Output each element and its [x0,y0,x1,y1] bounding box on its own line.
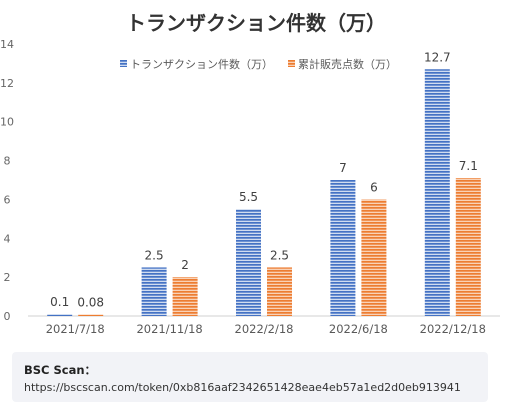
bar-sales [361,199,387,316]
bar-sales [455,178,481,316]
y-tick-label: 0 [4,310,11,323]
y-tick-label: 8 [4,155,11,168]
data-label-sales: 6 [370,180,378,194]
chart-title: トランザクション件数（万） [126,11,386,35]
bar-sales [267,267,292,316]
data-label-sales: 0.08 [77,295,104,309]
y-tick-label: 12 [0,77,14,90]
y-tick-label: 4 [4,232,11,245]
y-tick-label: 10 [0,116,14,129]
data-label-sales: 2 [181,258,189,272]
x-category-label: 2022/12/18 [420,322,486,336]
x-category-label: 2022/6/18 [329,322,388,336]
y-tick-label: 2 [4,271,11,284]
y-tick-label: 6 [4,193,11,206]
data-label-transactions: 12.7 [424,50,451,64]
data-label-transactions: 5.5 [239,190,258,204]
bar-transactions [141,267,167,316]
y-tick-label: 14 [0,38,14,51]
x-category-label: 2021/11/18 [136,322,202,336]
source-box: BSC Scan： https://bscscan.com/token/0xb8… [12,352,488,402]
bar-transactions [424,69,450,316]
legend-label-sales: 累計販売点数（万） [298,57,397,71]
data-label-transactions: 2.5 [145,248,164,262]
source-title: BSC Scan： [24,363,97,377]
chart: トランザクション件数（万） 0 2 4 6 8 10 12 14 0.1 0.08 2.5 2 5.5… [0,11,500,336]
source-url[interactable]: https://bscscan.com/token/0xb816aaf23426… [24,381,461,394]
bar-transactions [330,180,356,316]
bar-sales [78,314,104,316]
data-label-transactions: 0.1 [50,295,69,309]
legend-swatch-transactions [120,60,127,67]
legend: トランザクション件数（万） 累計販売点数（万） [120,57,397,71]
data-label-sales: 7.1 [459,159,478,173]
legend-label-transactions: トランザクション件数（万） [130,58,273,71]
legend-swatch-sales [288,60,295,67]
x-category-label: 2021/7/18 [46,322,105,336]
bar-transactions [236,209,261,316]
bar-sales [172,277,198,316]
data-label-sales: 2.5 [270,248,289,262]
x-category-label: 2022/2/18 [235,322,294,336]
data-label-transactions: 7 [339,161,347,175]
bar-transactions [47,314,73,316]
